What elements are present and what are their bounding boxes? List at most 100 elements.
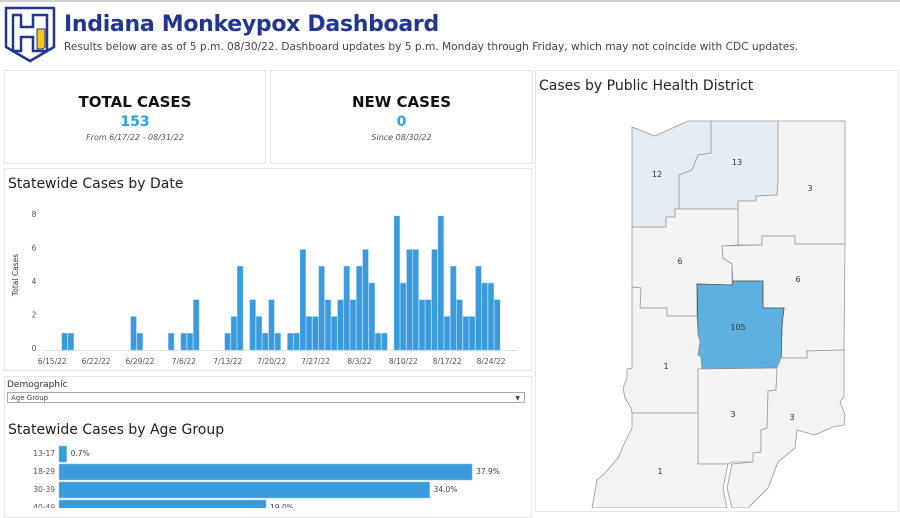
age-bar [58,499,267,508]
district-label: 1 [657,467,662,476]
y-tick-label: 6 [32,244,37,253]
age-bar [58,463,473,481]
date-bar [450,266,457,351]
date-bar [456,299,463,351]
date-bar [349,299,357,351]
page-subtitle: Results below are as of 5 p.m. 08/30/22.… [64,41,799,53]
age-group-label: 40-49 [33,503,55,508]
x-tick-label: 8/10/22 [389,357,418,366]
x-tick-label: 6/22/22 [82,357,111,366]
y-tick-label: 2 [32,311,37,320]
date-bar [406,249,413,351]
x-tick-label: 7/20/22 [257,357,286,366]
cases-by-age-title: Statewide Cases by Age Group [8,422,225,438]
date-bar [462,316,469,351]
date-bar [186,333,194,351]
date-bar [318,266,325,351]
total-cases-label: TOTAL CASES [78,93,192,111]
date-bar [274,333,281,351]
date-bar [368,282,375,351]
new-cases-value: 0 [396,114,407,130]
date-bar [337,299,344,351]
date-bar [130,316,137,351]
date-bar [412,249,419,351]
demographic-selected: Age Group [11,394,49,402]
age-bar-value: 34.0% [434,485,458,494]
y-tick-label: 0 [32,344,37,353]
date-bar [425,299,432,351]
date-bar [431,249,438,351]
date-bar [287,333,294,351]
district-label: 3 [730,410,735,419]
new-cases-label: NEW CASES [351,93,452,111]
age-bar-value: 37.9% [476,467,500,476]
district-label: 13 [732,158,742,167]
y-axis-label: Total Cases [11,254,20,297]
date-bar [469,316,476,351]
date-bar [494,299,501,351]
date-bar [418,299,426,351]
date-bar [237,266,244,351]
date-bar [312,316,319,351]
demographic-label: Demographic [7,380,68,390]
total-cases-note: From 6/17/22 - 08/31/22 [86,133,184,142]
chevron-down-icon: ▼ [515,395,520,402]
x-tick-label: 8/24/22 [477,357,506,366]
age-bar-value: 0.7% [71,449,90,458]
date-bar [381,333,388,351]
district-label: 6 [795,275,800,284]
date-bar [293,333,300,351]
date-bar [444,316,451,351]
total-cases-value: 153 [120,114,150,130]
demographic-dropdown[interactable]: Age Group ▼ [7,392,525,403]
date-bar [299,249,306,351]
district-map-title: Cases by Public Health District [539,78,754,94]
date-bar [255,316,262,351]
date-bar [193,299,200,351]
district-label: 6 [677,257,682,266]
district-label: 1 [663,362,668,371]
top-border [0,0,900,2]
date-bar [331,316,338,351]
page-title: Indiana Monkeypox Dashboard [64,12,439,37]
x-tick-label: 7/13/22 [213,357,242,366]
date-bar [136,333,143,351]
date-bar [481,282,488,351]
district-label: 12 [652,170,662,179]
date-bar [262,333,269,351]
date-bar [356,266,363,351]
date-bar [224,333,231,351]
x-tick-label: 6/29/22 [126,357,155,366]
date-bar [375,333,382,351]
district-southeast[interactable] [726,349,846,508]
date-bar [362,249,369,351]
indiana-health-logo [4,6,56,63]
date-bar [487,282,494,351]
age-bar [58,445,67,463]
age-group-label: 18-29 [33,467,55,476]
age-group-label: 13-17 [33,449,55,458]
district-label: 3 [789,413,794,422]
y-tick-label: 8 [32,210,37,219]
cases-by-date-title: Statewide Cases by Date [8,176,184,192]
date-bar [475,266,482,351]
date-bar [249,299,256,351]
y-tick-label: 4 [32,277,37,286]
x-tick-label: 8/3/22 [347,357,371,366]
district-label: 105 [730,323,745,332]
cases-by-date-chart: Total Cases 0 2 4 6 8 6/15/22 6/22/22 6/29/22 7/… [11,210,518,366]
district-label: 3 [807,184,812,193]
x-tick-label: 7/27/22 [301,357,330,366]
date-bar [168,333,175,351]
x-tick-label: 8/17/22 [433,357,462,366]
new-cases-note: Since 08/30/22 [371,133,432,142]
date-bar [343,266,350,351]
age-bar-value: 19.0% [270,503,294,508]
date-bar [306,316,313,351]
district-southwest[interactable] [591,412,729,508]
date-bar [400,282,407,351]
date-bar [61,333,68,351]
date-bar [437,215,444,351]
new-cases-card: NEW CASES 0 Since 08/30/22 [270,70,533,164]
